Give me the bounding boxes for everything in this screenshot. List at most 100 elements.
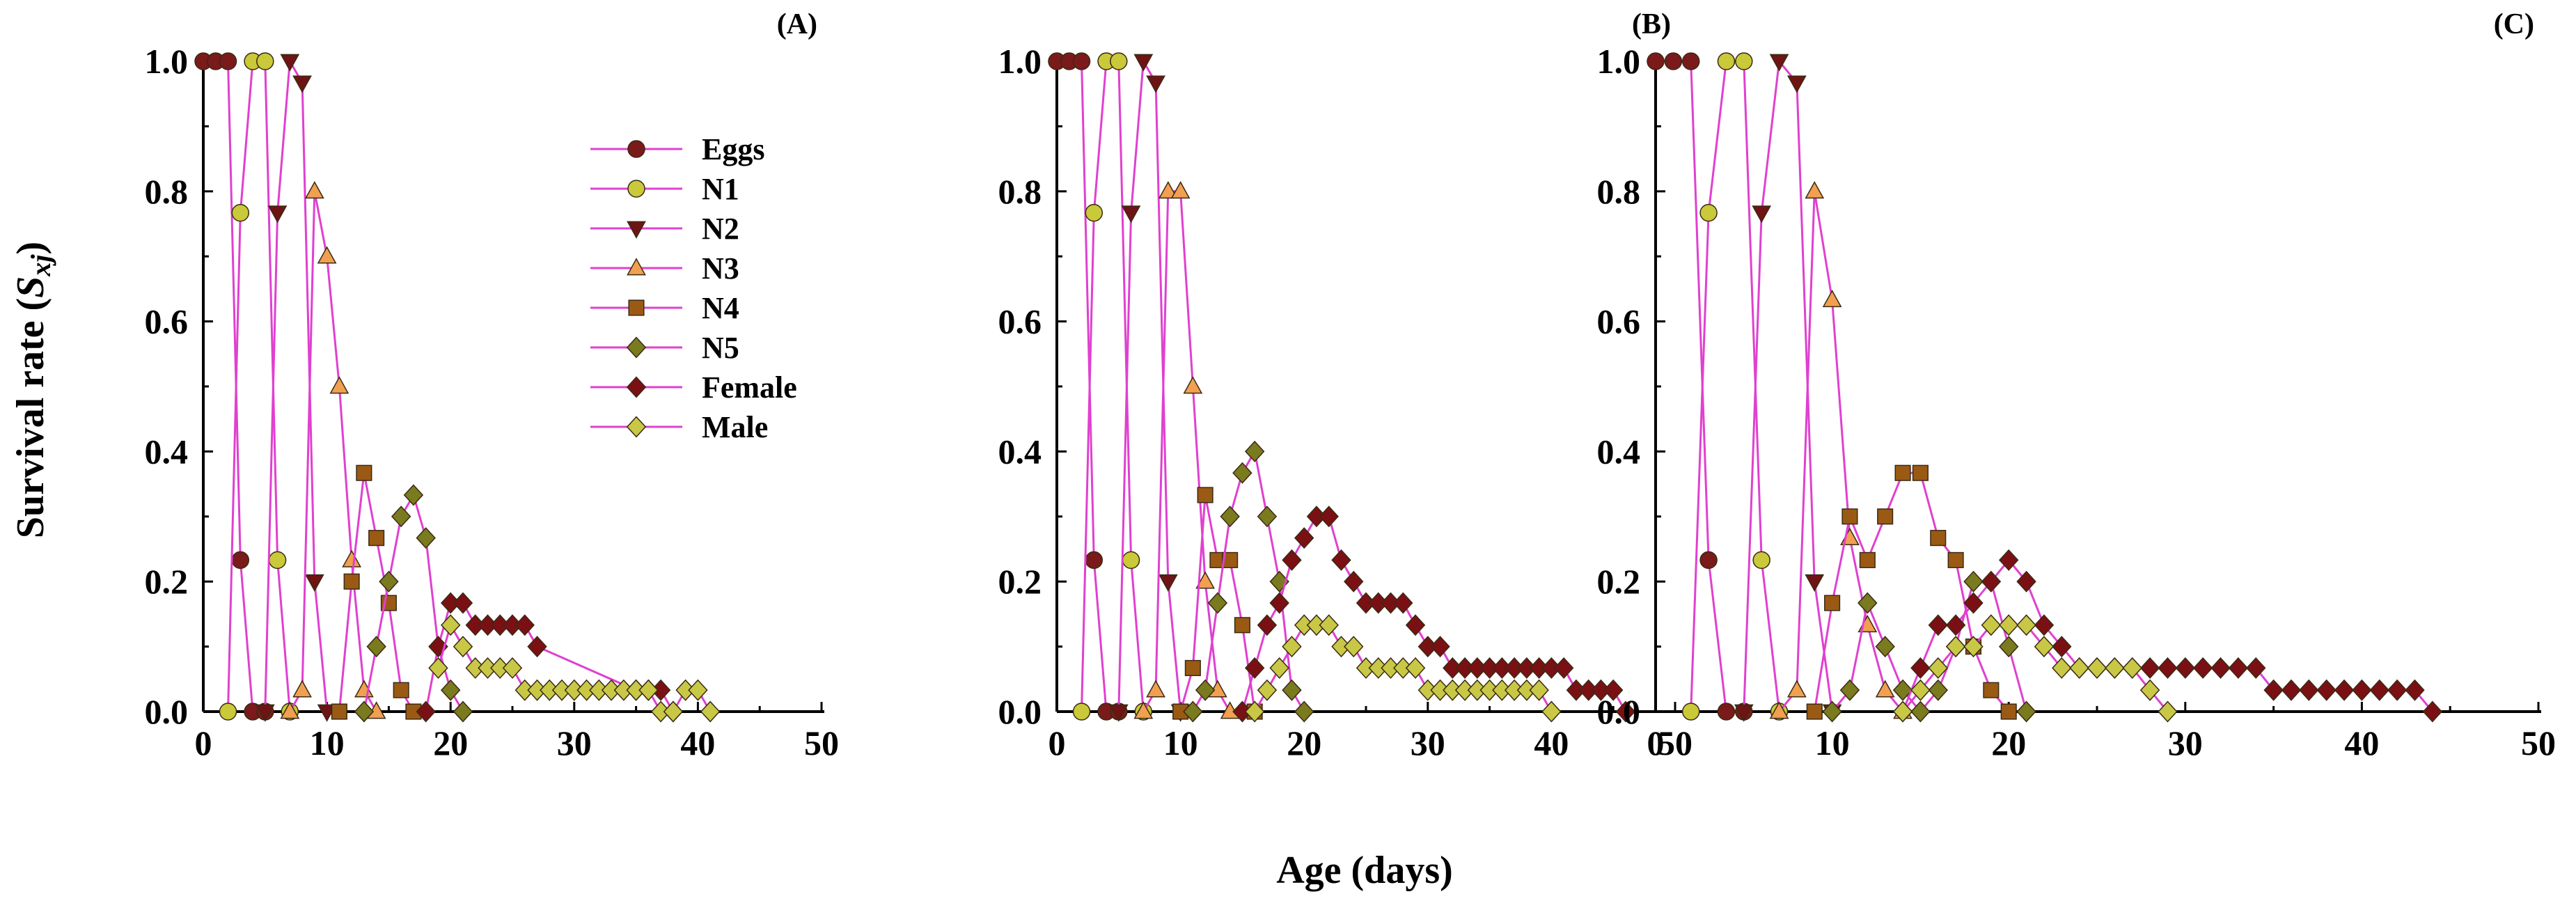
- x-tick-label: 30: [557, 723, 592, 762]
- legend-label: N2: [702, 212, 739, 246]
- legend-label: N1: [702, 172, 739, 206]
- data-point: [1282, 636, 1302, 658]
- data-point: [1195, 571, 1215, 589]
- data-point: [1947, 551, 1964, 568]
- data-point: [1681, 52, 1700, 70]
- series-n5: [1183, 440, 1314, 723]
- data-point: [1805, 181, 1825, 199]
- y-tick-label: 0.6: [1597, 302, 1641, 341]
- data-point: [2139, 679, 2160, 701]
- y-tick-label: 0.0: [998, 692, 1042, 731]
- data-point: [1195, 679, 1216, 701]
- series-male: [1244, 614, 1562, 723]
- data-point: [1998, 549, 2019, 571]
- x-tick-label: 40: [680, 723, 715, 762]
- data-point: [1981, 570, 2002, 593]
- x-tick-label: 10: [310, 723, 345, 762]
- data-point: [1717, 52, 1736, 70]
- series-line: [1690, 60, 1780, 712]
- x-tick-label: 50: [804, 723, 839, 762]
- data-point: [416, 700, 436, 723]
- data-point: [1699, 551, 1718, 570]
- data-point: [1257, 679, 1278, 701]
- data-point: [1170, 181, 1191, 199]
- data-point: [1787, 680, 1807, 698]
- data-point: [1877, 508, 1894, 525]
- y-axis-title-subscript: xj: [25, 254, 56, 277]
- data-point: [1207, 592, 1228, 614]
- x-tick-label: 50: [1658, 723, 1693, 762]
- data-point: [1294, 527, 1314, 549]
- data-point: [1769, 54, 1789, 72]
- data-point: [1133, 54, 1154, 72]
- x-tick-label: 30: [2168, 723, 2203, 762]
- data-point: [1158, 181, 1178, 199]
- data-point: [1615, 700, 1636, 723]
- x-tick-label: 10: [1815, 723, 1850, 762]
- data-point: [354, 700, 375, 723]
- data-point: [2246, 657, 2266, 679]
- x-tick-label: 20: [433, 723, 468, 762]
- data-point: [440, 679, 461, 701]
- series-line: [1192, 448, 1305, 712]
- data-point: [1894, 464, 1911, 481]
- data-point: [1945, 636, 1966, 658]
- data-point: [1910, 657, 1931, 679]
- data-point: [1393, 592, 1413, 614]
- data-point: [1603, 679, 1624, 701]
- data-point: [267, 205, 288, 224]
- x-axis-title: Age (days): [1276, 849, 1453, 892]
- legend-marker: [626, 336, 647, 359]
- y-axis-title-close: ): [9, 242, 52, 255]
- data-point: [231, 551, 250, 570]
- data-point: [304, 574, 324, 592]
- data-point: [1910, 700, 1931, 723]
- y-tick-label: 0.4: [998, 432, 1042, 471]
- data-point: [391, 506, 411, 528]
- legend-label: N3: [702, 251, 739, 285]
- data-point: [2369, 679, 2389, 701]
- data-point: [393, 682, 409, 698]
- x-tick-label: 0: [1049, 723, 1066, 762]
- data-point: [2087, 657, 2107, 679]
- series-n2: [1734, 54, 1842, 722]
- data-point: [1222, 551, 1239, 568]
- data-point: [2422, 700, 2443, 723]
- legend: Eggs N1 N2 N3 N4 N5 Female Male: [590, 132, 797, 444]
- series-line: [1081, 60, 1145, 712]
- data-point: [1945, 614, 1966, 636]
- legend-entry-n4: N4: [590, 291, 739, 325]
- data-point: [2158, 700, 2178, 723]
- data-point: [2052, 657, 2072, 679]
- series-n1: [1681, 52, 1789, 721]
- data-point: [1822, 290, 1842, 308]
- legend-entry-n2: N2: [590, 212, 739, 246]
- data-point: [2352, 679, 2372, 701]
- legend-marker: [627, 221, 646, 239]
- data-point: [331, 703, 347, 720]
- data-point: [1647, 52, 1665, 70]
- data-point: [1910, 679, 1931, 701]
- data-point: [1717, 703, 1736, 721]
- data-point: [356, 464, 372, 481]
- data-point: [1282, 679, 1302, 701]
- data-point: [379, 570, 399, 593]
- data-point: [440, 614, 461, 636]
- data-point: [1841, 508, 1858, 525]
- y-tick-label: 0.8: [145, 172, 189, 211]
- data-point: [1859, 551, 1876, 568]
- panel-label: (B): [1632, 8, 1671, 40]
- legend-marker: [627, 140, 645, 158]
- y-tick-label: 0.8: [1597, 172, 1641, 211]
- data-point: [342, 549, 361, 567]
- data-point: [343, 573, 360, 590]
- data-point: [2263, 679, 2284, 701]
- data-point: [1983, 682, 2000, 698]
- legend-label: Male: [702, 410, 768, 444]
- data-point: [1072, 703, 1091, 721]
- legend-marker: [626, 376, 647, 398]
- series-line: [1142, 190, 1231, 712]
- data-point: [700, 700, 721, 723]
- data-point: [1405, 657, 1426, 679]
- y-tick-label: 0.6: [145, 302, 189, 341]
